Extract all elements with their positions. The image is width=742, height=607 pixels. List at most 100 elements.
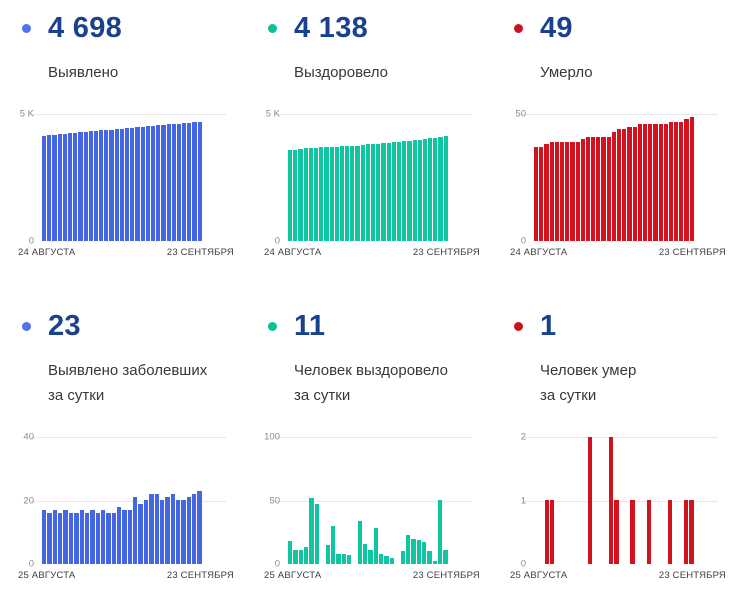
bar xyxy=(182,123,187,241)
stat-value: 49 xyxy=(540,11,573,44)
bar xyxy=(52,510,58,564)
bar xyxy=(298,149,303,241)
bar-plot xyxy=(288,114,448,241)
chart-recovered-total: 5 K 0 24 АВГУСТА 23 СЕНТЯБРЯ xyxy=(262,109,488,284)
y-tick-label: 50 xyxy=(515,108,526,120)
stat-row: 1 xyxy=(514,308,556,344)
bar xyxy=(150,126,156,241)
bar xyxy=(62,134,67,241)
bar xyxy=(122,510,127,564)
bar xyxy=(187,123,192,241)
y-tick-label: 0 xyxy=(274,235,280,247)
x-axis-start-label: 25 АВГУСТА xyxy=(510,570,568,581)
stat-value: 11 xyxy=(294,309,326,342)
stat-value: 4 698 xyxy=(48,11,123,44)
accent-dot-icon xyxy=(22,321,31,331)
y-tick-label: 100 xyxy=(264,431,280,443)
bar xyxy=(622,129,627,241)
bar xyxy=(674,122,679,241)
bar xyxy=(559,142,565,241)
panel-detected-daily: 23 Выявлено заболевших за сутки 40 20 0 25 … xyxy=(8,295,242,600)
bar xyxy=(341,554,346,564)
bar xyxy=(47,513,52,564)
x-axis: 25 АВГУСТА 23 СЕНТЯБРЯ xyxy=(510,570,726,581)
bar xyxy=(192,122,197,241)
bar xyxy=(175,500,181,564)
bar xyxy=(614,500,619,564)
stat-value: 4 138 xyxy=(294,11,369,44)
bar xyxy=(601,137,606,241)
stat-row: 11 xyxy=(268,308,325,344)
bar xyxy=(667,500,673,564)
bar xyxy=(73,133,78,241)
bar xyxy=(371,144,376,241)
bar xyxy=(140,127,145,241)
stat-label: Человек выздоровело за сутки xyxy=(294,362,448,404)
bar xyxy=(170,494,175,564)
bar-plot xyxy=(534,437,694,564)
bar-plot xyxy=(42,114,202,241)
bar xyxy=(617,129,622,241)
stat-row: 49 xyxy=(514,10,573,46)
bar xyxy=(428,138,433,241)
bar xyxy=(391,142,396,241)
bar xyxy=(405,535,411,564)
bar xyxy=(176,124,182,241)
bar xyxy=(339,146,345,241)
bar xyxy=(627,127,632,241)
bar xyxy=(554,142,559,241)
bar xyxy=(166,124,171,241)
bar xyxy=(298,550,304,564)
bar xyxy=(684,119,689,241)
bar xyxy=(363,544,368,564)
bar xyxy=(197,491,202,564)
stat-label: Человек умер за сутки xyxy=(540,362,637,404)
x-axis-start-label: 24 АВГУСТА xyxy=(18,247,76,258)
y-tick-label: 0 xyxy=(28,558,34,570)
gridline xyxy=(30,114,226,115)
bar xyxy=(47,135,52,241)
y-tick-label: 5 K xyxy=(19,108,34,120)
bar xyxy=(309,498,314,564)
bar xyxy=(412,140,417,241)
y-tick-label: 50 xyxy=(269,495,280,507)
bar xyxy=(165,497,170,564)
bar xyxy=(658,124,663,241)
bar xyxy=(293,150,298,241)
chart-recovered-daily: 100 50 0 25 АВГУСТА 23 СЕНТЯБРЯ xyxy=(262,432,488,607)
bar xyxy=(156,125,161,241)
bar xyxy=(421,542,427,564)
bar xyxy=(171,124,176,241)
bar xyxy=(606,137,611,241)
bar xyxy=(443,136,448,241)
bar xyxy=(74,513,79,564)
bar xyxy=(68,513,74,564)
stat-value: 1 xyxy=(540,309,557,342)
bar xyxy=(79,510,84,564)
bar xyxy=(365,144,370,241)
panel-died-total: 49 Умерло 50 0 24 АВГУСТА 23 СЕНТЯБРЯ xyxy=(500,0,734,295)
stat-label: Выявлено заболевших за сутки xyxy=(48,362,208,404)
bar xyxy=(93,131,99,241)
bar xyxy=(304,547,309,564)
bar xyxy=(422,139,428,241)
bar xyxy=(104,130,109,241)
bar xyxy=(544,500,550,564)
bar xyxy=(145,126,150,241)
bar xyxy=(381,143,386,241)
bar xyxy=(642,124,648,241)
bar xyxy=(373,528,379,564)
stat-row: 4 698 xyxy=(22,10,122,46)
bar xyxy=(330,526,336,564)
bar xyxy=(402,141,407,241)
x-axis-end-label: 23 СЕНТЯБРЯ xyxy=(658,247,726,258)
bar xyxy=(357,521,363,564)
y-tick-label: 0 xyxy=(274,558,280,570)
bar xyxy=(637,124,642,241)
panel-recovered-total: 4 138 Выздоровело 5 K 0 24 АВГУСТА 23 СЕНТЯ… xyxy=(254,0,488,295)
y-tick-label: 2 xyxy=(520,431,526,443)
bar xyxy=(646,500,651,564)
bar xyxy=(591,137,596,241)
bar xyxy=(106,513,111,564)
bar xyxy=(575,142,580,241)
